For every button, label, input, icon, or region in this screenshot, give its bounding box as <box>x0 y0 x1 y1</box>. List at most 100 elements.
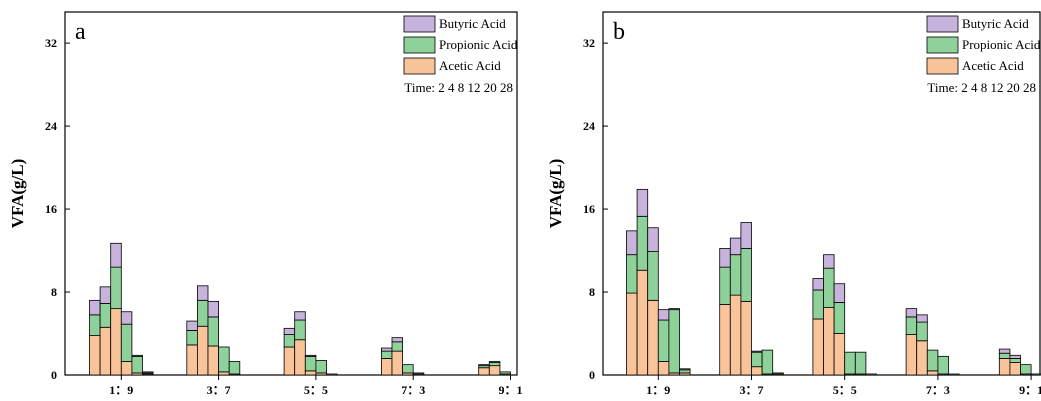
category-label: 5：5 <box>833 383 857 397</box>
bar-segment-acetic-acid <box>812 318 824 376</box>
chart-panel-b: 0 8 16 24 32 VFA(g/L) b 1：9 3：7 5：5 7：3 9：1 Butyric … <box>546 11 1041 397</box>
bar-segment-acetic-acid <box>294 339 306 376</box>
bar-segment-propionic-acid <box>865 373 877 376</box>
legend-entry: Butyric Acid <box>439 16 506 31</box>
legend: Butyric Acid Propionic Acid Acetic Acid Tim… <box>403 15 518 95</box>
bar-segment-butyric-acid <box>740 222 752 249</box>
bar-segment-propionic-acid <box>668 309 680 374</box>
y-tick-label: 16 <box>583 202 595 216</box>
bar-segment-butyric-acid <box>110 242 122 268</box>
bar-segment-propionic-acid <box>294 319 306 341</box>
bar-segment-acetic-acid <box>488 365 501 376</box>
bar-segment-butyric-acid <box>391 337 404 343</box>
bar-segment-propionic-acid <box>647 251 659 301</box>
bar-segment-acetic-acid <box>478 367 490 376</box>
bar-segment-butyric-acid <box>668 308 680 311</box>
bar-segment-propionic-acid <box>626 254 638 294</box>
bar-segment-propionic-acid <box>740 248 752 302</box>
bar-segment-acetic-acid <box>120 361 133 376</box>
bar-segment-acetic-acid <box>110 308 122 376</box>
bar-segment-propionic-acid <box>1020 364 1032 375</box>
bar-segment-propionic-acid <box>905 316 918 335</box>
bar-segment-propionic-acid <box>402 364 414 374</box>
bar-segment-propionic-acid <box>283 334 296 348</box>
bar-segment-acetic-acid <box>207 345 220 376</box>
bar-segment-propionic-acid <box>186 330 198 346</box>
legend-entry: Acetic Acid <box>439 58 501 73</box>
bar-segment-acetic-acid <box>380 358 393 376</box>
bar-segment-butyric-acid <box>207 300 220 318</box>
bar-segment-propionic-acid <box>854 351 867 375</box>
bar-segment-acetic-acid <box>218 371 230 376</box>
bar-segment-propionic-acid <box>488 362 501 367</box>
bar-segment-propionic-acid <box>719 266 731 305</box>
bar-segment-acetic-acid <box>186 344 198 376</box>
category-label: 1：9 <box>109 383 133 397</box>
bar-segment-propionic-acid <box>657 319 670 362</box>
legend-swatch-butyric-acid <box>403 15 436 33</box>
legend-swatch-butyric-acid <box>926 15 959 33</box>
bar-segment-acetic-acid <box>719 304 731 376</box>
legend-time-note: Time: 2 4 8 12 20 28 <box>927 80 1036 95</box>
legend-entry: Butyric Acid <box>962 16 1029 31</box>
bar-segment-butyric-acid <box>131 354 143 357</box>
category-label: 9：1 <box>1019 383 1041 397</box>
bar-segment-butyric-acid <box>905 308 918 318</box>
legend-swatch-propionic-acid <box>926 36 959 54</box>
category-label: 9：1 <box>498 383 522 397</box>
bar-segment-propionic-acid <box>679 369 691 374</box>
y-axis-label: VFA(g/L) <box>546 159 565 229</box>
legend: Butyric Acid Propionic Acid Acetic Acid Tim… <box>926 15 1041 95</box>
bar-segment-propionic-acid <box>412 372 425 375</box>
bar-segment-propionic-acid <box>812 289 824 320</box>
category-label: 3：7 <box>739 383 763 397</box>
bar-segment-butyric-acid <box>488 361 501 363</box>
bar-segment-propionic-acid <box>636 215 649 271</box>
bar-segment-butyric-acid <box>89 299 101 316</box>
bar-segment-acetic-acid <box>916 340 928 376</box>
bar-segment-butyric-acid <box>812 278 824 291</box>
bar-segment-butyric-acid <box>478 364 490 367</box>
legend-entry: Propionic Acid <box>962 37 1041 52</box>
y-tick-label: 16 <box>45 202 57 216</box>
category-label: 1：9 <box>646 383 670 397</box>
bar-segment-propionic-acid <box>110 266 122 310</box>
bar-segment-butyric-acid <box>647 227 659 252</box>
bar-segment-butyric-acid <box>304 354 317 357</box>
bar-segment-propionic-acid <box>499 371 511 375</box>
bar-segment-acetic-acid <box>89 335 101 376</box>
bar-segment-acetic-acid <box>647 299 659 376</box>
bar-segment-propionic-acid <box>937 355 949 375</box>
bar-segment-propionic-acid <box>998 352 1011 359</box>
bar-segment-butyric-acid <box>729 237 742 256</box>
category-label: 7：3 <box>926 383 950 397</box>
bar-segment-propionic-acid <box>772 372 784 375</box>
bar-segment-propionic-acid <box>391 341 404 352</box>
bar-segment-acetic-acid <box>823 307 835 376</box>
y-axis-label: VFA(g/L) <box>8 159 27 229</box>
y-tick-label: 0 <box>589 368 595 382</box>
bar-segment-butyric-acid <box>751 350 763 353</box>
bar-segment-acetic-acid <box>751 366 763 376</box>
bar-segment-propionic-acid <box>120 323 133 362</box>
y-tick-label: 24 <box>45 119 57 133</box>
bar-segment-acetic-acid <box>99 326 112 376</box>
bar-segment-butyric-acid <box>823 254 835 269</box>
bar-segment-propionic-acid <box>916 321 928 342</box>
bar-segment-propionic-acid <box>228 361 241 375</box>
bar-segment-propionic-acid <box>729 254 742 296</box>
bar-segment-butyric-acid <box>196 285 209 301</box>
bar-segment-butyric-acid <box>1009 354 1021 359</box>
panel-label: b <box>613 19 625 45</box>
bar-segment-propionic-acid <box>380 350 393 359</box>
legend-swatch-acetic-acid <box>403 57 436 75</box>
bar-segment-butyric-acid <box>380 347 393 352</box>
y-tick-label: 24 <box>583 119 595 133</box>
bar-segment-butyric-acid <box>998 348 1011 354</box>
chart-panel-a: 0 8 16 24 32 VFA(g/L) a 1：9 3：7 5：5 7：3 9：1 Butyric … <box>8 11 523 397</box>
bar-segment-acetic-acid <box>729 294 742 376</box>
bar-segment-propionic-acid <box>823 267 835 308</box>
bar-segment-acetic-acid <box>626 292 638 376</box>
bar-segment-propionic-acid <box>833 301 846 334</box>
